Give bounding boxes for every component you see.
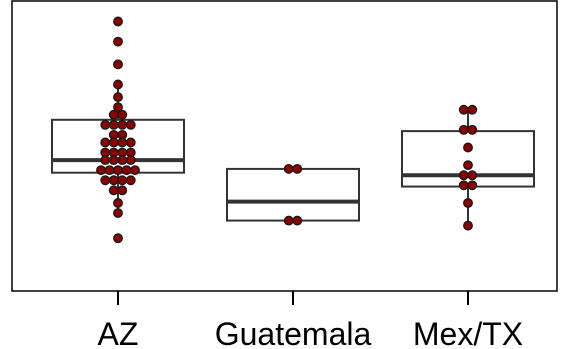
point-az-33 [117, 175, 128, 186]
point-az-0 [113, 16, 123, 27]
point-mex-tx-7 [467, 170, 478, 181]
point-az-29 [121, 165, 132, 176]
point-mex-tx-6 [458, 170, 469, 181]
point-az-34 [125, 175, 136, 186]
point-az-2 [113, 59, 123, 70]
point-guatemala-1 [292, 163, 303, 174]
x-tick-label-guatemala: Guatemala [215, 316, 372, 349]
point-az-32 [108, 175, 119, 186]
point-az-38 [113, 208, 123, 218]
point-az-31 [100, 175, 111, 186]
point-az-22 [100, 155, 111, 166]
point-az-5 [113, 102, 123, 113]
point-az-6 [108, 109, 119, 120]
point-az-3 [113, 79, 123, 90]
point-mex-tx-4 [463, 142, 473, 153]
x-tick-label-mex-tx: Mex/TX [413, 316, 523, 349]
point-az-9 [108, 119, 119, 130]
point-mex-tx-11 [463, 220, 473, 231]
x-tick-label-az: AZ [98, 316, 139, 349]
point-az-16 [117, 137, 128, 148]
x-axis-ticks [117, 291, 469, 305]
plot-panel [11, 0, 558, 292]
point-guatemala-2 [283, 215, 294, 226]
point-mex-tx-9 [467, 180, 478, 191]
point-az-7 [117, 109, 128, 120]
point-az-23 [108, 155, 119, 166]
point-az-17 [125, 137, 136, 148]
point-mex-tx-5 [463, 160, 473, 171]
point-mex-tx-8 [458, 180, 469, 191]
point-mex-tx-0 [458, 104, 469, 115]
point-guatemala-0 [283, 163, 294, 174]
point-mex-tx-3 [467, 124, 478, 135]
point-az-10 [117, 119, 128, 130]
point-guatemala-3 [292, 215, 303, 226]
point-az-26 [96, 165, 106, 176]
point-az-11 [125, 119, 136, 130]
point-mex-tx-10 [463, 197, 473, 208]
box-az [51, 118, 185, 174]
point-az-39 [113, 233, 123, 244]
point-az-8 [100, 119, 111, 130]
point-az-35 [108, 185, 119, 196]
point-mex-tx-2 [458, 124, 469, 135]
box-mex-tx [401, 130, 535, 188]
point-az-15 [108, 137, 119, 148]
point-az-36 [117, 185, 128, 196]
x-axis-tick-labels: AZ Guatemala Mex/TX [98, 316, 524, 349]
point-az-4 [113, 92, 123, 103]
points-layer [96, 16, 478, 244]
point-mex-tx-1 [467, 104, 478, 115]
point-az-14 [100, 137, 111, 148]
point-az-27 [104, 165, 115, 176]
point-az-37 [113, 197, 123, 208]
point-az-25 [125, 155, 136, 166]
point-az-24 [117, 155, 128, 166]
point-az-30 [130, 165, 140, 176]
box-guatemala [226, 167, 360, 222]
point-az-1 [113, 36, 123, 47]
point-az-28 [113, 165, 123, 176]
